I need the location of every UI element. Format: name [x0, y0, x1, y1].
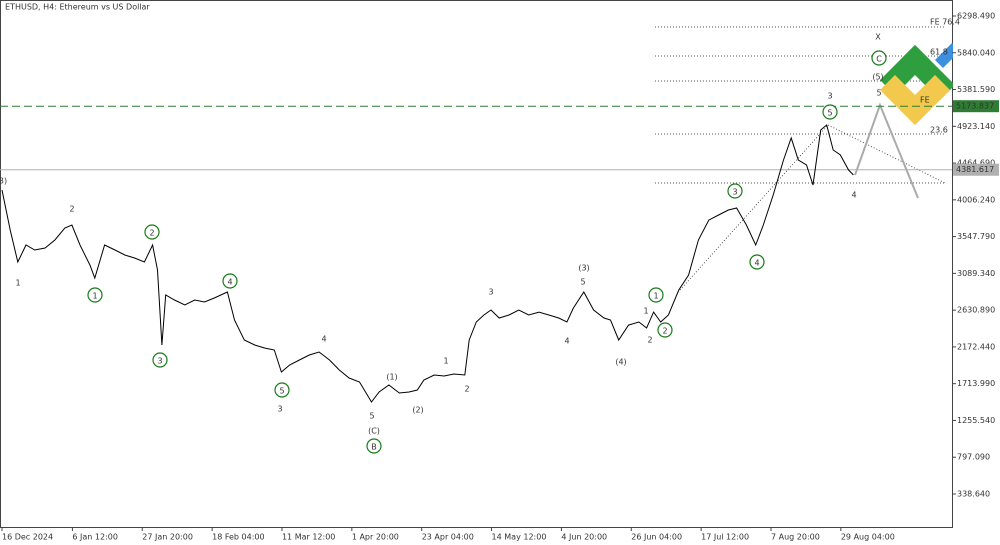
y-tick-label: 6298.490: [957, 12, 995, 21]
wave-label: X: [875, 33, 881, 42]
wave-label: 5: [279, 387, 284, 396]
wave-circle: [749, 254, 765, 270]
wave-label: 4: [754, 259, 759, 268]
wave-circle: [871, 50, 887, 66]
y-tick-label: 2172.440: [957, 342, 995, 351]
x-tick-label: 29 Aug 04:00: [841, 533, 895, 542]
wave-label: 3): [0, 177, 7, 186]
wave-circle: [152, 352, 168, 368]
wave-label: 2: [149, 229, 154, 238]
wave-label: 1: [92, 292, 97, 301]
x-tick-label: 17 Jul 12:00: [701, 533, 749, 542]
wave-label: 2: [69, 205, 74, 214]
fib-label: FE 76.4: [930, 18, 960, 27]
wave-label: 4: [851, 191, 856, 200]
chart-title: ETHUSD, H4: Ethereum vs US Dollar: [5, 3, 150, 12]
fib-label: FE: [920, 96, 930, 105]
wave-label: 4: [321, 335, 326, 344]
fib-label: 23.6: [930, 126, 948, 135]
wave-label: 5: [580, 278, 585, 287]
wave-label: 2: [662, 327, 667, 336]
wave-label: (C): [368, 427, 380, 436]
y-tick-label: 3089.340: [957, 269, 995, 278]
price-tag-label: 5173.837: [956, 102, 994, 111]
x-tick-label: 18 Feb 04:00: [212, 533, 264, 542]
wave-label: 1: [643, 307, 648, 316]
wave-label: 1: [653, 292, 658, 301]
wave-label: 4: [227, 278, 232, 287]
wave-label: 5: [876, 89, 881, 98]
x-tick-label: 7 Aug 20:00: [771, 533, 820, 542]
wave-label: C: [876, 55, 882, 64]
wave-label: (4): [615, 358, 626, 367]
x-tick-label: 11 Mar 12:00: [282, 533, 335, 542]
wave-label: (2): [412, 406, 423, 415]
logo: [880, 43, 960, 125]
wave-circle: [274, 382, 290, 398]
y-tick-label: 338.640: [957, 489, 990, 498]
x-tick-label: 4 Jun 20:00: [561, 533, 607, 542]
wave-circle: [144, 224, 160, 240]
y-tick-label: 1713.990: [957, 379, 995, 388]
wave-label: (3): [578, 264, 589, 273]
wave-label: 3: [277, 405, 282, 414]
wave-label: 3: [157, 357, 162, 366]
wave-label: 2: [647, 336, 652, 345]
wave-label: 2: [464, 385, 469, 394]
wave-circle: [822, 104, 838, 120]
date-panel: [0, 528, 1000, 545]
axis-panel: [953, 0, 1000, 545]
wave-label: 4: [564, 337, 569, 346]
x-tick-label: 26 Jun 04:00: [631, 533, 682, 542]
x-tick-label: 1 Apr 20:00: [352, 533, 399, 542]
plot-frame: [0, 0, 953, 528]
x-tick-label: 27 Jan 20:00: [142, 533, 193, 542]
y-tick-label: 797.090: [957, 453, 990, 462]
wave-label: 5: [827, 109, 832, 118]
fib-lines: [655, 26, 946, 291]
wave-label: 1: [443, 357, 448, 366]
wave-label: 5: [369, 412, 374, 421]
x-tick-label: 14 May 12:00: [492, 533, 547, 542]
y-tick-label: 4923.140: [957, 122, 995, 131]
y-tick-label: 5381.590: [957, 85, 995, 94]
x-tick-label: 23 Apr 04:00: [422, 533, 474, 542]
wave-circle: [87, 287, 103, 303]
price-tag: [953, 100, 999, 113]
y-tick-label: 4464.690: [957, 159, 995, 168]
price-tag: [953, 163, 999, 176]
y-tick-label: 4006.240: [957, 195, 995, 204]
y-tick-label: 1255.540: [957, 416, 995, 425]
wave-label: B: [371, 443, 377, 452]
wave-circle: [657, 322, 673, 338]
y-tick-label: 2630.890: [957, 306, 995, 315]
wave-label: 3: [732, 188, 737, 197]
projection: [854, 102, 919, 199]
wave-label: (5): [872, 73, 883, 82]
wave-label: 3: [488, 288, 493, 297]
fib-label: 61.8: [930, 48, 948, 57]
wave-circle: [727, 183, 743, 199]
wave-label: 3: [827, 92, 832, 101]
x-tick-label: 6 Jan 12:00: [72, 533, 118, 542]
y-tick-label: 3547.790: [957, 232, 995, 241]
wave-circle: [648, 287, 664, 303]
price-tag-label: 4381.617: [956, 165, 994, 174]
wave-circle: [366, 438, 382, 454]
price-line-series: [1, 124, 854, 403]
wave-label: 1: [15, 279, 20, 288]
wave-label: (1): [386, 373, 397, 382]
wave-circle: [222, 273, 238, 289]
y-tick-label: 5840.040: [957, 48, 995, 57]
x-tick-label: 16 Dec 2024: [2, 533, 53, 542]
